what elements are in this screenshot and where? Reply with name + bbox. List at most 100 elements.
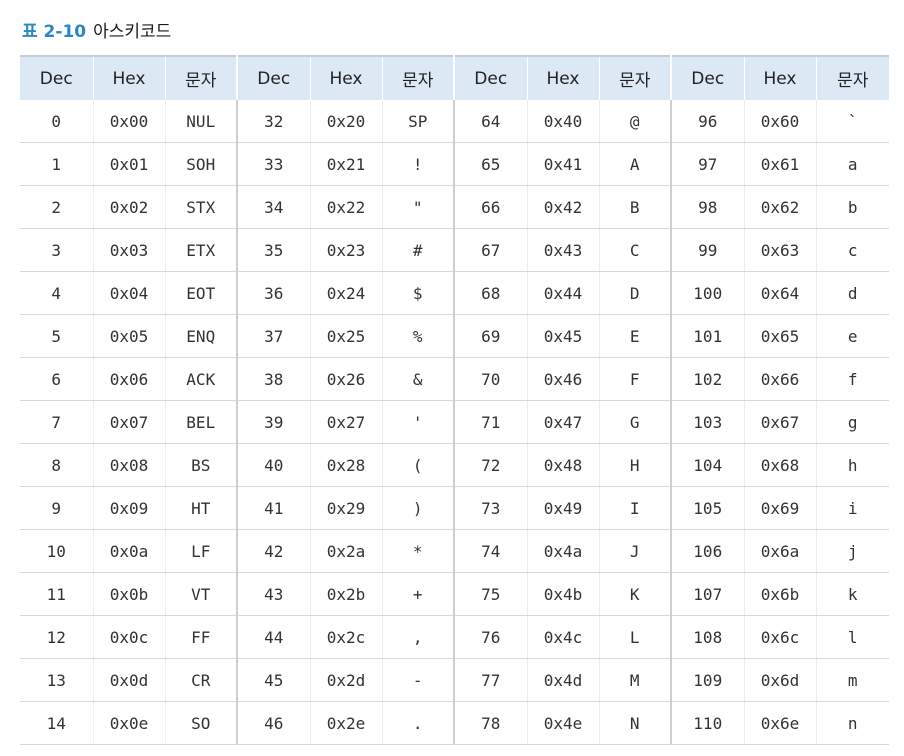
hex-cell: 0x4d [527, 658, 600, 702]
dec-cell: 41 [237, 486, 311, 530]
dec-cell: 71 [454, 400, 528, 444]
char-cell: f [816, 357, 889, 401]
dec-cell: 64 [454, 100, 528, 143]
dec-cell: 9 [20, 486, 94, 530]
char-cell: ' [382, 400, 455, 444]
table-row: 2 0x02 STX 34 0x22 " 66 0x42 B 98 0x62 b [20, 185, 889, 229]
hex-cell: 0x6e [744, 701, 817, 745]
dec-cell: 8 [20, 443, 94, 487]
hex-cell: 0x6b [744, 572, 817, 616]
char-cell: L [599, 615, 672, 659]
hex-cell: 0x0d [93, 658, 166, 702]
dec-cell: 78 [454, 701, 528, 745]
hex-cell: 0x27 [310, 400, 383, 444]
char-cell: HT [165, 486, 238, 530]
char-cell: J [599, 529, 672, 573]
hex-cell: 0x0b [93, 572, 166, 616]
dec-cell: 12 [20, 615, 94, 659]
column-header: Dec [20, 55, 94, 100]
table-row: 0 0x00 NUL 32 0x20 SP 64 0x40 @96 0x60 ` [20, 100, 889, 143]
table-row: 9 0x09 HT 41 0x29) 73 0x49 I 105 0x69 i [20, 486, 889, 530]
char-cell: A [599, 142, 672, 186]
dec-cell: 45 [237, 658, 311, 702]
dec-cell: 97 [671, 142, 745, 186]
hex-cell: 0x61 [744, 142, 817, 186]
char-cell: C [599, 228, 672, 272]
char-cell: B [599, 185, 672, 229]
hex-cell: 0x01 [93, 142, 166, 186]
char-cell: D [599, 271, 672, 315]
column-header: Hex [744, 55, 817, 100]
dec-cell: 98 [671, 185, 745, 229]
column-header: Dec [237, 55, 311, 100]
hex-cell: 0x05 [93, 314, 166, 358]
column-header: Dec [454, 55, 528, 100]
hex-cell: 0x03 [93, 228, 166, 272]
dec-cell: 65 [454, 142, 528, 186]
char-cell: j [816, 529, 889, 573]
hex-cell: 0x4b [527, 572, 600, 616]
char-cell: e [816, 314, 889, 358]
char-cell: ) [382, 486, 455, 530]
char-cell: ETX [165, 228, 238, 272]
hex-cell: 0x65 [744, 314, 817, 358]
table-row: 12 0x0c FF 44 0x2c, 76 0x4c L 108 0x6c l [20, 615, 889, 659]
char-cell: & [382, 357, 455, 401]
char-cell: LF [165, 529, 238, 573]
dec-cell: 101 [671, 314, 745, 358]
char-cell: ` [816, 100, 889, 143]
char-cell: FF [165, 615, 238, 659]
table-row: 3 0x03 ETX 35 0x23 #67 0x43 C 99 0x63 c [20, 228, 889, 272]
char-cell: ENQ [165, 314, 238, 358]
hex-cell: 0x60 [744, 100, 817, 143]
hex-cell: 0x43 [527, 228, 600, 272]
dec-cell: 107 [671, 572, 745, 616]
hex-cell: 0x21 [310, 142, 383, 186]
dec-cell: 5 [20, 314, 94, 358]
dec-cell: 39 [237, 400, 311, 444]
dec-cell: 35 [237, 228, 311, 272]
dec-cell: 76 [454, 615, 528, 659]
char-cell: CR [165, 658, 238, 702]
char-cell: @ [599, 100, 672, 143]
char-cell: c [816, 228, 889, 272]
table-row: 6 0x06 ACK 38 0x26 & 70 0x46 F 102 0x66 f [20, 357, 889, 401]
hex-cell: 0x63 [744, 228, 817, 272]
hex-cell: 0x22 [310, 185, 383, 229]
char-cell: + [382, 572, 455, 616]
hex-cell: 0x26 [310, 357, 383, 401]
dec-cell: 1 [20, 142, 94, 186]
hex-cell: 0x6c [744, 615, 817, 659]
hex-cell: 0x28 [310, 443, 383, 487]
char-cell: - [382, 658, 455, 702]
hex-cell: 0x42 [527, 185, 600, 229]
column-header: Hex [527, 55, 600, 100]
hex-cell: 0x48 [527, 443, 600, 487]
hex-cell: 0x4c [527, 615, 600, 659]
dec-cell: 7 [20, 400, 94, 444]
char-cell: $ [382, 271, 455, 315]
dec-cell: 96 [671, 100, 745, 143]
dec-cell: 100 [671, 271, 745, 315]
char-cell: % [382, 314, 455, 358]
dec-cell: 108 [671, 615, 745, 659]
table-header: Dec Hex 문자 Dec Hex 문자 Dec Hex 문자 Dec Hex 문자 [20, 55, 889, 100]
dec-cell: 70 [454, 357, 528, 401]
char-cell: BS [165, 443, 238, 487]
hex-cell: 0x69 [744, 486, 817, 530]
char-cell: E [599, 314, 672, 358]
dec-cell: 42 [237, 529, 311, 573]
char-cell: SOH [165, 142, 238, 186]
hex-cell: 0x62 [744, 185, 817, 229]
dec-cell: 102 [671, 357, 745, 401]
table-title: 아스키코드 [93, 22, 172, 42]
dec-cell: 11 [20, 572, 94, 616]
table-row: 10 0x0a LF 42 0x2a * 74 0x4a J 106 0x6a j [20, 529, 889, 573]
table-row: 8 0x08 BS 40 0x28(72 0x48 H 104 0x68 h [20, 443, 889, 487]
hex-cell: 0x40 [527, 100, 600, 143]
hex-cell: 0x64 [744, 271, 817, 315]
char-cell: G [599, 400, 672, 444]
dec-cell: 40 [237, 443, 311, 487]
char-cell: ( [382, 443, 455, 487]
char-cell: M [599, 658, 672, 702]
